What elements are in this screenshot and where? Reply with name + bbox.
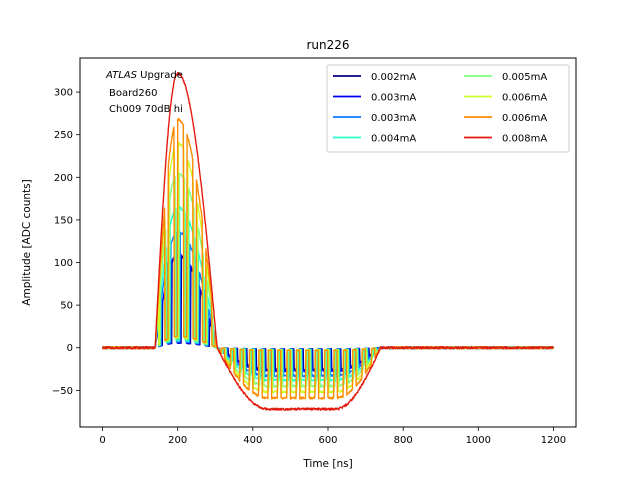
annotation-atlas: ATLAS [105, 70, 138, 81]
y-tick-label: 50 [60, 301, 73, 312]
annotation-line-2: Board260 [109, 88, 157, 99]
y-tick-label: 200 [54, 173, 73, 184]
series-line [102, 72, 555, 411]
y-tick-label: −50 [52, 386, 73, 397]
x-tick-label: 400 [243, 435, 262, 446]
legend-label: 0.002mA [371, 72, 416, 83]
x-tick-label: 800 [394, 435, 413, 446]
y-tick-label: 150 [54, 215, 73, 226]
legend-label: 0.003mA [371, 93, 416, 104]
y-axis-label: Amplitude [ADC counts] [21, 179, 33, 305]
legend-label: 0.008mA [502, 134, 547, 145]
annotation-line-3: Ch009 70dB hi [109, 104, 183, 115]
legend: 0.002mA 0.003mA 0.003mA 0.004mA 0.005mA 0.006… [326, 64, 570, 153]
series-layer [101, 72, 555, 411]
x-tick-label: 1000 [466, 435, 491, 446]
x-tick-label: 1200 [541, 435, 566, 446]
chart-title: run226 [306, 38, 349, 52]
legend-box [326, 64, 570, 153]
x-tick-label: 0 [99, 435, 105, 446]
annotation-upgrade: Upgrade [137, 70, 183, 81]
y-tick-label: 300 [54, 88, 73, 99]
atlas-annotation: ATLAS Upgrade Board260 Ch009 70dB hi [105, 70, 183, 115]
x-axis: 0 200 400 600 800 1000 1200 [99, 427, 566, 446]
y-tick-label: 100 [54, 258, 73, 269]
annotation-line-1: ATLAS Upgrade [105, 70, 183, 81]
y-tick-label: 0 [67, 343, 73, 354]
y-tick-label: 250 [54, 130, 73, 141]
legend-label: 0.003mA [371, 113, 416, 124]
legend-label: 0.005mA [502, 72, 547, 83]
legend-label: 0.006mA [502, 113, 547, 124]
x-tick-label: 600 [318, 435, 337, 446]
x-axis-label: Time [ns] [302, 458, 352, 470]
legend-label: 0.004mA [371, 134, 416, 145]
y-axis: −50 0 50 100 150 200 250 300 [52, 88, 80, 397]
legend-label: 0.006mA [502, 93, 547, 104]
x-tick-label: 200 [168, 435, 187, 446]
